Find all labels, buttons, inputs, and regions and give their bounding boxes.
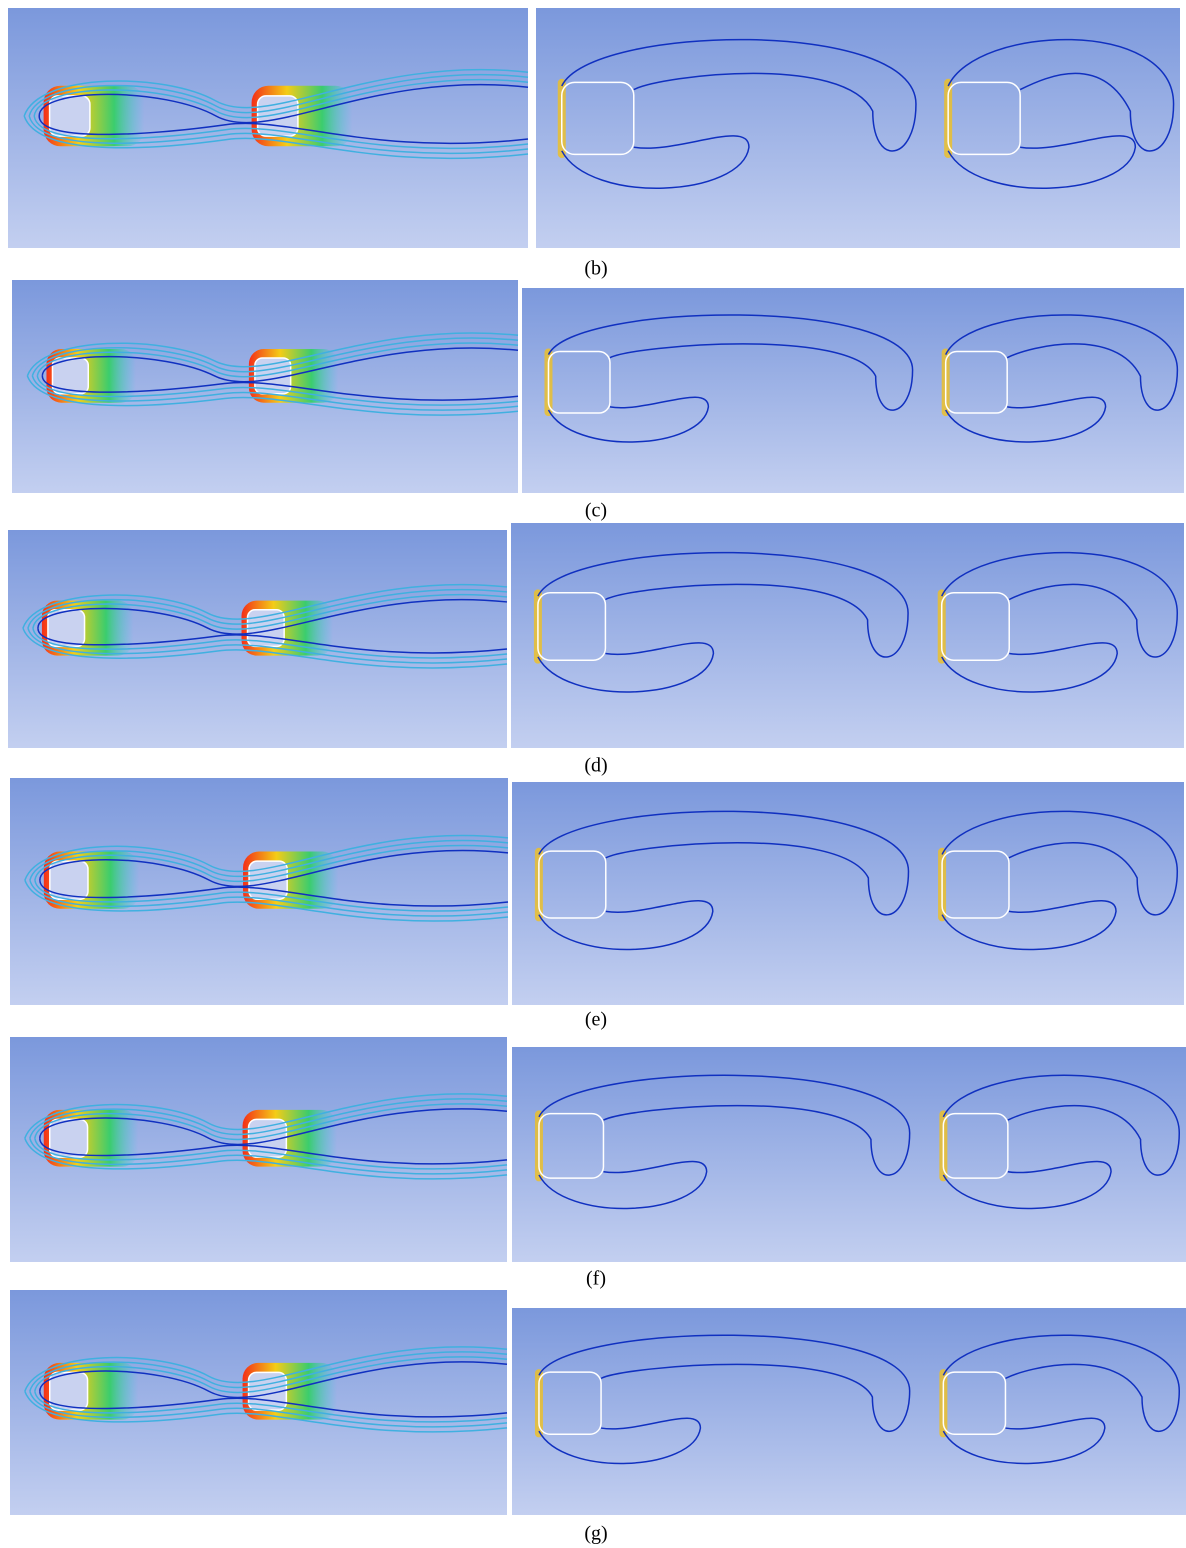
- figure: (b) (c) (d) (e) (f) (g): [0, 0, 1186, 1548]
- figure-row: (c): [12, 280, 1184, 522]
- panel-caption: (f): [586, 1268, 606, 1290]
- panel-right: [522, 288, 1184, 493]
- figure-row: (f): [10, 1037, 1186, 1290]
- figure-row: (g): [10, 1290, 1186, 1545]
- panel-caption: (d): [584, 755, 607, 777]
- panel-caption: (c): [585, 500, 607, 522]
- panel-caption: (g): [584, 1523, 607, 1545]
- figure-row: (d): [8, 523, 1184, 777]
- panel-right: [512, 1047, 1186, 1262]
- figure-row: (b): [8, 8, 1180, 280]
- panel-right: [512, 782, 1184, 1005]
- panel-caption: (b): [584, 258, 607, 280]
- panel-caption: (e): [585, 1009, 607, 1031]
- panel-right: [512, 1308, 1186, 1515]
- figure-row: (e): [10, 778, 1184, 1031]
- panel-right: [536, 8, 1180, 248]
- panel-right: [511, 523, 1184, 748]
